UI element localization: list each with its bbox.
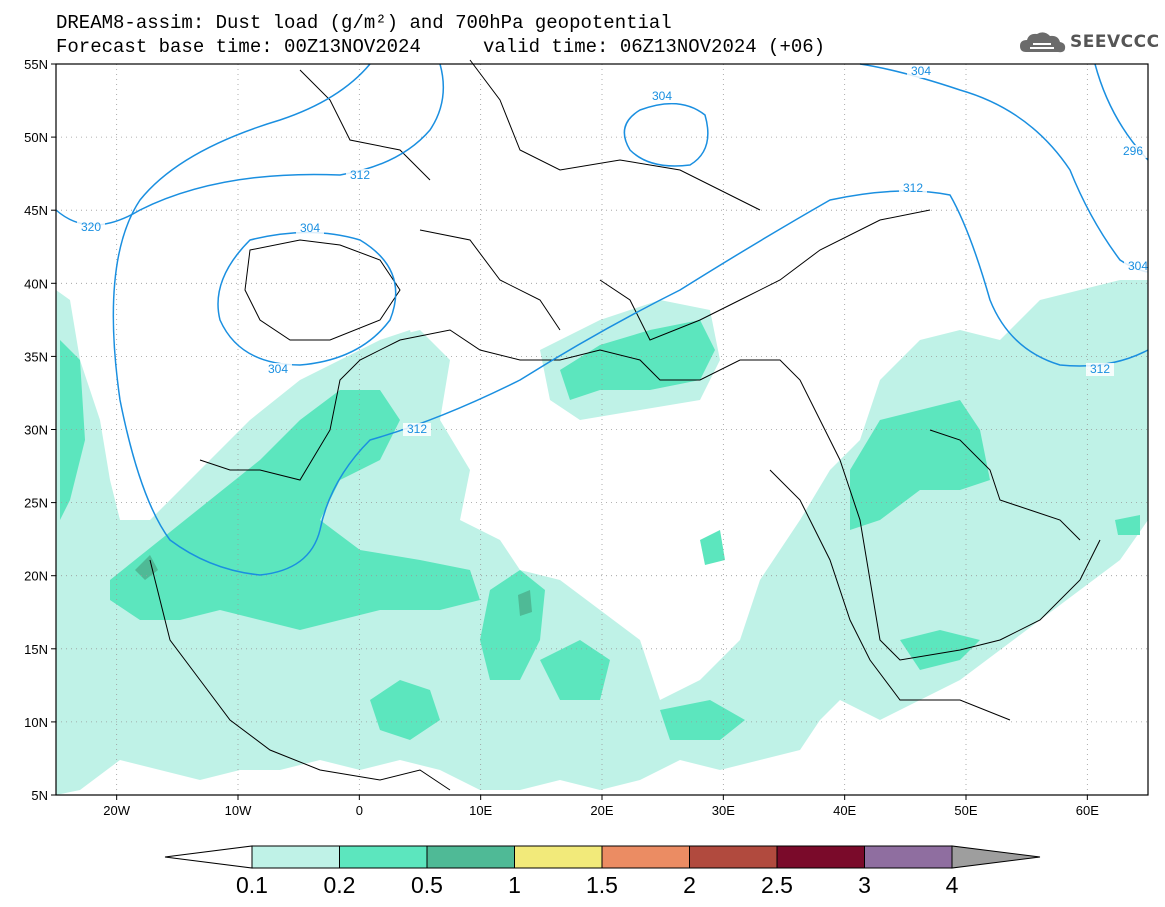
lon-label: 10W: [225, 803, 252, 818]
colorbar-segment: [689, 845, 778, 869]
lon-label: 40E: [833, 803, 856, 818]
colorbar-label: 3: [858, 872, 871, 898]
lat-label: 25N: [24, 496, 48, 511]
lat-label: 55N: [24, 57, 48, 72]
contour-label: 312: [903, 181, 923, 195]
colorbar-label: 1.5: [586, 872, 618, 898]
lon-label: 60E: [1076, 803, 1099, 818]
colorbar-label: 0.1: [236, 872, 268, 898]
colorbar-label: 1: [508, 872, 521, 898]
lat-label: 20N: [24, 569, 48, 584]
contour-label: 320: [81, 220, 101, 234]
colorbar-segment: [514, 845, 603, 869]
seevccc-logo: SEEVCCC: [1018, 28, 1159, 58]
colorbar-label: 0.5: [411, 872, 443, 898]
latitude-axis: 55N 50N 45N 40N 35N 30N 25N 20N 15N 10N 5N: [24, 57, 56, 803]
contour-label: 312: [407, 422, 427, 436]
colorbar: 0.1 0.2 0.5 1 1.5 2 2.5 3 4: [164, 845, 1041, 898]
lat-label: 10N: [24, 715, 48, 730]
lat-lon-grid: [56, 64, 1148, 795]
header: DREAM8-assim: Dust load (g/m²) and 700hP…: [0, 0, 1165, 64]
colorbar-label: 4: [946, 872, 959, 898]
lon-label: 20W: [103, 803, 130, 818]
colorbar-label: 2: [683, 872, 696, 898]
colorbar-segment: [251, 845, 340, 869]
lat-label: 40N: [24, 276, 48, 291]
contour-label: 304: [300, 221, 320, 235]
colorbar-min-arrow: [164, 845, 253, 869]
colorbar-segment: [864, 845, 953, 869]
colorbar-segment: [426, 845, 515, 869]
lon-label: 30E: [712, 803, 735, 818]
lat-label: 35N: [24, 349, 48, 364]
lon-label: 0: [356, 803, 363, 818]
dust-load-shading: [56, 280, 1148, 795]
contour-label: 304: [1128, 259, 1148, 273]
colorbar-label: 0.2: [324, 872, 356, 898]
geopotential-contours: [55, 63, 1149, 576]
lon-label: 10E: [469, 803, 492, 818]
colorbar-segment: [339, 845, 428, 869]
lat-label: 15N: [24, 642, 48, 657]
contour-labels: 304 304 312 320 304 304 312 312 296 304 312: [77, 64, 1152, 436]
cloud-icon: [1020, 32, 1066, 53]
contour-label: 304: [911, 64, 931, 78]
coastlines: [149, 59, 1101, 791]
contour-label: 312: [1090, 362, 1110, 376]
colorbar-max-arrow: [951, 845, 1041, 869]
longitude-axis: 20W 10W 0 10E 20E 30E 40E 50E 60E: [103, 795, 1099, 818]
map-title: DREAM8-assim: Dust load (g/m²) and 700hP…: [56, 12, 672, 34]
lat-label: 50N: [24, 130, 48, 145]
valid-time: valid time: 06Z13NOV2024 (+06): [483, 36, 826, 58]
colorbar-label: 2.5: [761, 872, 793, 898]
logo-text: SEEVCCC: [1070, 32, 1160, 52]
contour-label: 304: [652, 89, 672, 103]
colorbar-segment: [776, 845, 865, 869]
forecast-base-time: Forecast base time: 00Z13NOV2024: [56, 36, 421, 58]
lat-label: 45N: [24, 203, 48, 218]
lon-label: 50E: [954, 803, 977, 818]
lon-label: 20E: [590, 803, 613, 818]
contour-label: 296: [1123, 144, 1143, 158]
lat-label: 30N: [24, 423, 48, 438]
contour-label: 304: [268, 362, 288, 376]
lat-label: 5N: [31, 788, 48, 803]
colorbar-segment: [601, 845, 690, 869]
contour-label: 312: [350, 168, 370, 182]
